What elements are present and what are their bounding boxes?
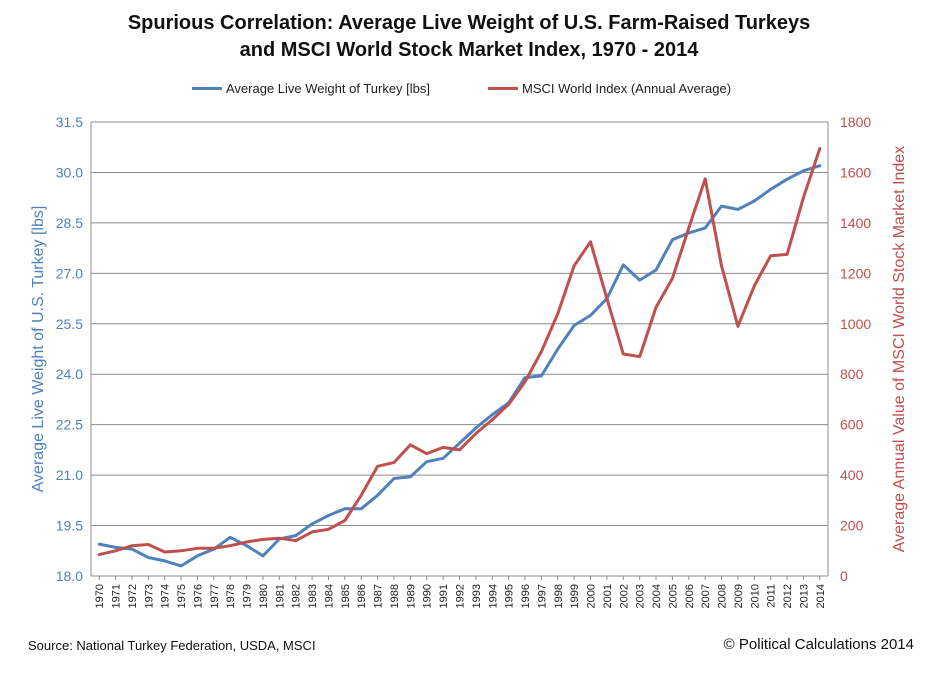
x-tick-label: 2010 [749,584,761,608]
y-right-tick-label: 1200 [840,265,871,281]
x-tick-label: 1990 [422,584,434,608]
y-left-tick-label: 24.0 [56,366,83,382]
x-tick-label: 2001 [602,584,614,608]
x-tick-label: 1985 [340,584,352,608]
legend-label-msci-index: MSCI World Index (Annual Average) [522,81,732,96]
y-right-tick-label: 1800 [840,114,871,130]
y-left-tick-label: 19.5 [56,518,83,534]
series-line-msci-index [97,147,822,557]
x-tick-label: 1999 [569,584,581,608]
x-tick-label: 1997 [536,584,548,608]
x-tick-label: 1995 [504,584,516,608]
legend-label-turkey-weight: Average Live Weight of Turkey [lbs] [226,81,431,96]
x-tick-label: 1994 [487,584,499,608]
x-tick-label: 2012 [782,584,794,608]
x-tick-label: 1989 [405,584,417,608]
x-tick-label: 1987 [373,584,385,608]
y-left-tick-label: 25.5 [56,316,83,332]
x-tick-label: 1973 [143,584,155,608]
x-tick-label: 2007 [700,584,712,608]
x-tick-label: 2008 [717,584,729,608]
x-tick-label: 1977 [209,584,221,608]
x-tick-label: 1982 [291,584,303,608]
chart-title-line-1: Spurious Correlation: Average Live Weigh… [127,12,811,34]
x-tick-label: 2004 [651,584,663,608]
x-tick-label: 1996 [520,584,532,608]
y-right-tick-label: 1400 [840,215,871,231]
x-tick-label: 1984 [323,584,335,608]
x-tick-label: 1971 [111,584,123,608]
series-line-turkey-weight [97,164,822,568]
legend-swatch-turkey-weight [192,87,222,90]
x-tick-label: 1978 [225,584,237,608]
copyright-credit: © Political Calculations 2014 [723,636,914,653]
x-tick-label: 1988 [389,584,401,608]
x-tick-label: 1981 [274,584,286,608]
y-right-tick-label: 0 [840,568,848,584]
legend-swatch-msci-index [488,87,518,90]
x-tick-label: 2000 [586,584,598,608]
x-tick-label: 1986 [356,584,368,608]
y-right-tick-label: 1000 [840,316,871,332]
x-tick-label: 1975 [176,584,188,608]
legend-item-turkey-weight: Average Live Weight of Turkey [lbs] [192,81,430,96]
x-tick-label: 1993 [471,584,483,608]
x-tick-label: 1983 [307,584,319,608]
chart-title: Spurious Correlation: Average Live Weigh… [0,10,938,64]
y-right-tick-label: 200 [840,518,864,534]
y-left-tick-label: 31.5 [56,114,83,130]
y-left-axis-title: Average Live Weight of U.S. Turkey [lbs] [30,206,47,493]
y-left-tick-label: 21.0 [56,467,83,483]
x-tick-label: 2002 [618,584,630,608]
x-tick-label: 1979 [242,584,254,608]
legend-item-msci-index: MSCI World Index (Annual Average) [488,81,731,96]
x-tick-label: 1976 [192,584,204,608]
y-right-tick-label: 600 [840,417,864,433]
x-tick-label: 1970 [94,584,106,608]
x-tick-label: 2013 [798,584,810,608]
source-note: Source: National Turkey Federation, USDA… [28,638,316,653]
y-left-tick-label: 28.5 [56,215,83,231]
x-tick-label: 2009 [733,584,745,608]
y-left-tick-label: 22.5 [56,417,83,433]
x-tick-label: 2014 [815,584,827,608]
x-tick-label: 2011 [766,584,778,608]
x-tick-label: 1980 [258,584,270,608]
x-tick-label: 2003 [635,584,647,608]
y-right-tick-label: 1600 [840,164,871,180]
chart-title-line-2: and MSCI World Stock Market Index, 1970 … [239,39,699,61]
y-right-tick-label: 800 [840,366,864,382]
x-tick-label: 2006 [684,584,696,608]
x-tick-label: 1998 [553,584,565,608]
x-tick-label: 2005 [667,584,679,608]
y-left-tick-label: 27.0 [56,265,83,281]
x-tick-label: 1974 [160,584,172,608]
x-tick-label: 1992 [455,584,467,608]
x-tick-label: 1991 [438,584,450,608]
y-left-tick-label: 30.0 [56,164,83,180]
y-left-tick-label: 18.0 [56,568,83,584]
y-right-axis-title: Average Annual Value of MSCI World Stock… [891,146,908,552]
y-right-tick-label: 400 [840,467,864,483]
x-tick-label: 1972 [127,584,139,608]
